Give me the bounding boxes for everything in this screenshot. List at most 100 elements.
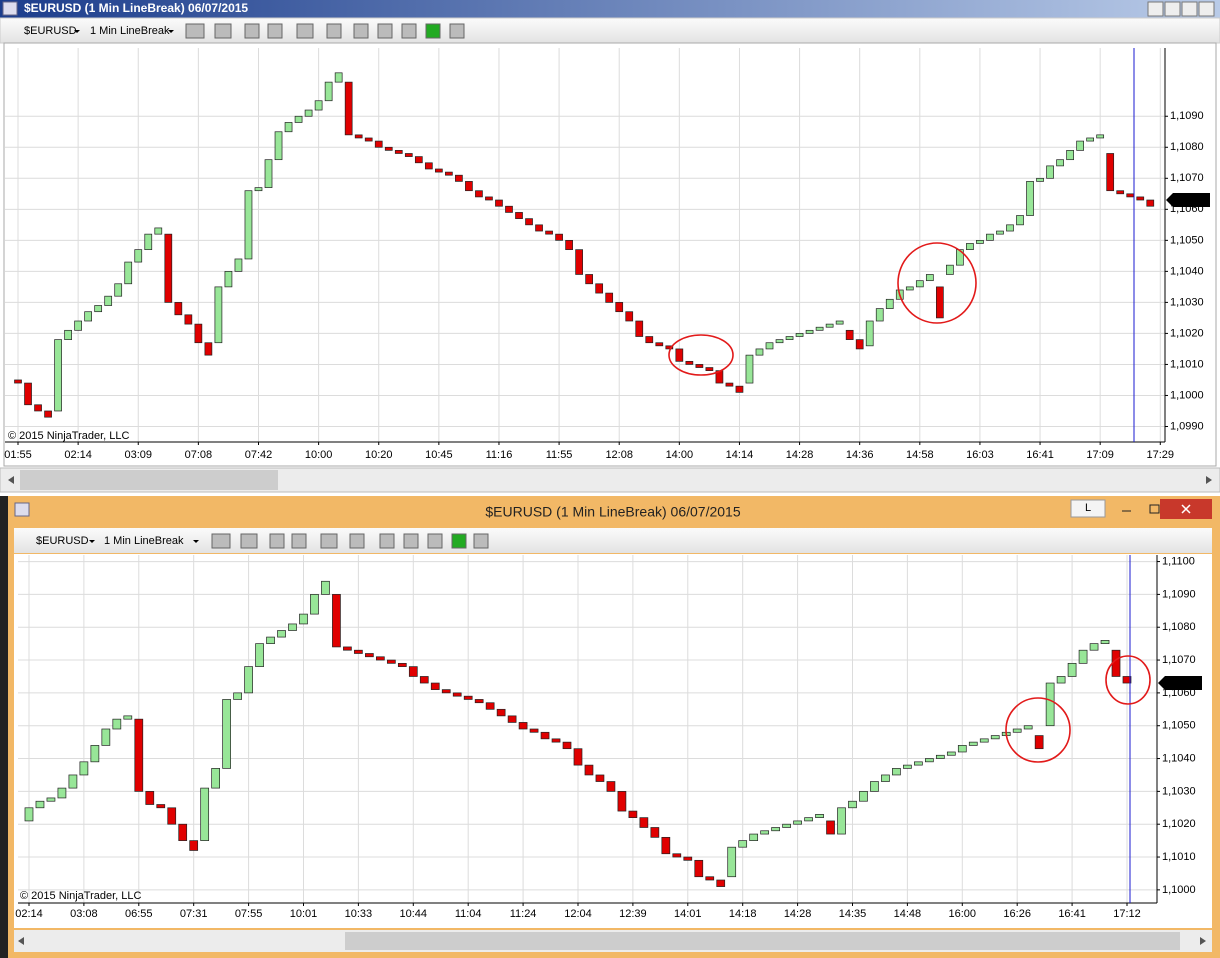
brick bbox=[485, 196, 493, 201]
brick bbox=[705, 367, 714, 371]
brick bbox=[304, 109, 313, 117]
brick bbox=[414, 156, 423, 164]
brick bbox=[1034, 735, 1044, 750]
y-tick-label: 1,1090 bbox=[1170, 110, 1204, 122]
y-tick-label: 1,1020 bbox=[1162, 818, 1196, 830]
x-tick-label: 10:44 bbox=[400, 908, 428, 920]
brick bbox=[529, 728, 539, 733]
restore-button[interactable] bbox=[1070, 499, 1106, 518]
brick bbox=[123, 715, 133, 720]
x-tick-label: 16:41 bbox=[1058, 908, 1086, 920]
brick bbox=[1023, 725, 1033, 730]
brick bbox=[1006, 224, 1014, 232]
brick bbox=[463, 695, 473, 700]
title-bar bbox=[0, 0, 1220, 18]
brick bbox=[562, 741, 572, 750]
brick bbox=[946, 264, 954, 275]
x-tick-label: 14:28 bbox=[786, 449, 814, 461]
x-tick-label: 11:04 bbox=[455, 908, 482, 920]
brick bbox=[685, 360, 694, 365]
brick bbox=[299, 613, 308, 625]
toolbar bbox=[0, 17, 1220, 44]
x-tick-label: 11:16 bbox=[486, 449, 513, 461]
brick bbox=[694, 859, 704, 878]
brick bbox=[1146, 199, 1155, 207]
y-tick-label: 1,1000 bbox=[1170, 389, 1204, 401]
brick bbox=[455, 174, 463, 182]
brick bbox=[650, 827, 660, 838]
brick bbox=[194, 323, 203, 344]
brick bbox=[1046, 165, 1054, 179]
brick bbox=[485, 702, 495, 710]
x-tick-label: 06:55 bbox=[125, 908, 153, 920]
brick bbox=[915, 280, 924, 288]
brick bbox=[935, 754, 945, 759]
brick bbox=[57, 787, 67, 799]
brick bbox=[525, 218, 533, 226]
x-tick-label: 02:14 bbox=[15, 908, 43, 920]
brick bbox=[545, 230, 553, 235]
brick bbox=[294, 115, 303, 123]
brick bbox=[34, 404, 42, 412]
brick bbox=[445, 171, 453, 176]
last-price-label: 1,1063 bbox=[1164, 677, 1198, 689]
copyright: © 2015 NinjaTrader, LLC bbox=[8, 430, 129, 442]
brick bbox=[156, 804, 166, 809]
brick bbox=[244, 666, 253, 694]
brick bbox=[145, 791, 155, 805]
x-tick-label: 14:35 bbox=[839, 908, 867, 920]
brick bbox=[404, 153, 413, 157]
restore-button-label[interactable]: L bbox=[1085, 502, 1091, 514]
brick bbox=[865, 320, 874, 347]
brick bbox=[189, 840, 199, 851]
brick bbox=[914, 761, 923, 766]
period-select[interactable]: 1 Min LineBreak bbox=[104, 535, 184, 547]
brick bbox=[430, 682, 440, 690]
brick bbox=[540, 731, 550, 740]
brick bbox=[24, 382, 32, 406]
brick bbox=[1100, 640, 1110, 644]
scroll-thumb[interactable] bbox=[345, 932, 1180, 950]
brick bbox=[74, 320, 82, 331]
toolbar-icons[interactable] bbox=[185, 23, 465, 39]
y-tick-label: 1,1040 bbox=[1170, 265, 1204, 277]
brick bbox=[354, 649, 363, 654]
hand-annotations bbox=[668, 242, 1151, 763]
x-tick-label: 07:42 bbox=[245, 449, 273, 461]
brick bbox=[935, 286, 944, 319]
y-tick-label: 1,1050 bbox=[1170, 234, 1204, 246]
window-buttons[interactable] bbox=[1147, 1, 1215, 17]
toolbar-icons[interactable] bbox=[211, 533, 489, 549]
brick bbox=[573, 748, 583, 766]
brick bbox=[885, 298, 894, 309]
x-tick-label: 14:28 bbox=[784, 908, 812, 920]
x-tick-label: 07:08 bbox=[185, 449, 213, 461]
window-buttons[interactable] bbox=[1122, 504, 1160, 514]
brick bbox=[835, 320, 844, 325]
brick bbox=[14, 379, 22, 384]
y-tick-label: 1,1010 bbox=[1170, 358, 1204, 370]
y-tick-label: 1,1050 bbox=[1162, 720, 1196, 732]
brick bbox=[738, 840, 748, 848]
brick bbox=[277, 630, 286, 638]
period-select[interactable]: 1 Min LineBreak bbox=[90, 25, 170, 37]
brick bbox=[725, 382, 734, 387]
dropdown-arrow bbox=[74, 30, 80, 33]
last-price-label: 1,1063 bbox=[1172, 194, 1206, 206]
brick bbox=[555, 233, 563, 241]
brick bbox=[200, 787, 210, 841]
instrument-select[interactable]: $EURUSD bbox=[36, 535, 89, 547]
brick bbox=[1089, 643, 1099, 651]
window-title: $EURUSD (1 Min LineBreak) 06/07/2015 bbox=[485, 504, 740, 520]
brick bbox=[585, 274, 594, 285]
brick bbox=[1116, 190, 1125, 195]
brick bbox=[518, 722, 528, 730]
last-price-marker bbox=[1166, 193, 1210, 208]
brick bbox=[1122, 676, 1132, 684]
brick bbox=[174, 302, 183, 316]
brick bbox=[495, 199, 503, 207]
instrument-select[interactable]: $EURUSD bbox=[24, 25, 77, 37]
scroll-thumb[interactable] bbox=[20, 470, 278, 490]
brick bbox=[968, 741, 978, 746]
